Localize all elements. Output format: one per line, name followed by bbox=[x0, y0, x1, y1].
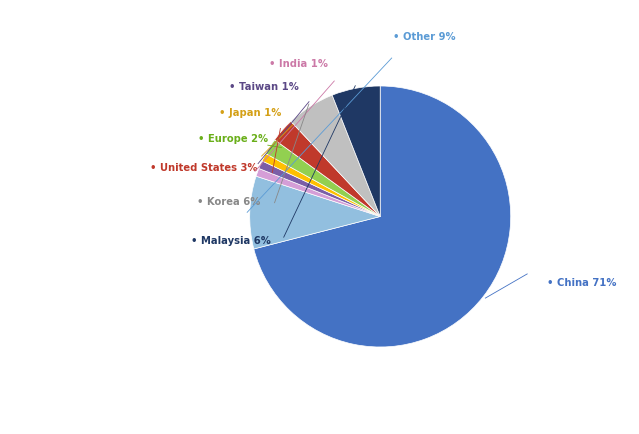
Text: • United States 3%: • United States 3% bbox=[150, 163, 258, 172]
Wedge shape bbox=[259, 161, 380, 217]
Text: • Other 9%: • Other 9% bbox=[393, 33, 456, 42]
Wedge shape bbox=[291, 96, 380, 217]
Wedge shape bbox=[250, 177, 380, 250]
Text: • China 71%: • China 71% bbox=[547, 277, 617, 287]
Text: • Taiwan 1%: • Taiwan 1% bbox=[229, 82, 299, 92]
Wedge shape bbox=[266, 141, 380, 217]
Wedge shape bbox=[275, 122, 380, 217]
Text: • Japan 1%: • Japan 1% bbox=[219, 108, 281, 118]
Wedge shape bbox=[332, 87, 380, 217]
Wedge shape bbox=[256, 169, 380, 217]
Wedge shape bbox=[262, 154, 380, 217]
Text: • India 1%: • India 1% bbox=[269, 59, 328, 68]
Text: • Korea 6%: • Korea 6% bbox=[197, 197, 260, 206]
Wedge shape bbox=[254, 87, 511, 347]
Text: • Europe 2%: • Europe 2% bbox=[198, 134, 268, 144]
Text: • Malaysia 6%: • Malaysia 6% bbox=[190, 236, 270, 245]
